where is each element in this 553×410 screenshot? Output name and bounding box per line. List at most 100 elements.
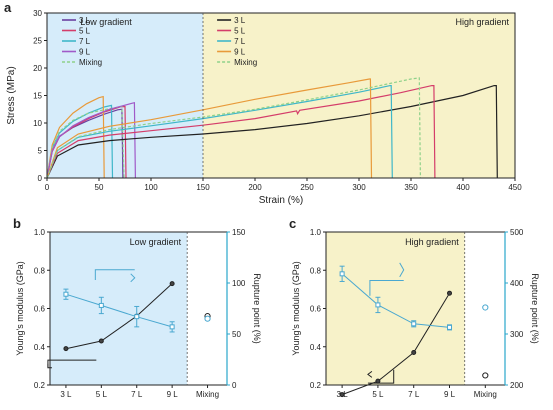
x-axis-label: Strain (%) (259, 195, 303, 206)
legend-label: 9 L (234, 48, 246, 57)
panel-title: High gradient (405, 237, 459, 247)
rupture-mixing-point (204, 315, 211, 322)
gradient-background (326, 232, 465, 385)
series-line (46, 84, 436, 179)
y-axis-label: Young's modulus (GPa) (291, 261, 301, 355)
modulus-arrow (367, 369, 395, 384)
panel-label: c (289, 216, 296, 231)
series-line (46, 84, 498, 179)
x-tick-label: 400 (456, 183, 470, 192)
rupture-point (375, 302, 381, 308)
y-right-tick-label: 500 (510, 228, 524, 237)
legend-label: 7 L (79, 37, 91, 46)
y-tick-label: 20 (33, 64, 42, 73)
y-right-tick-label: 100 (232, 279, 246, 288)
x-tick-label: 9 L (444, 390, 456, 399)
modulus-point (169, 281, 175, 287)
y-tick-label: 0 (38, 174, 43, 183)
y-tick-label: 0.4 (34, 343, 46, 352)
panel-b-low-gradient: 0.2 0.4 0.6 0.8 1.0 0 50 100 150 3 L 5 L 7 L 9 L Mixi… (13, 216, 262, 399)
series-line (46, 104, 114, 179)
y-tick-label: 15 (33, 92, 42, 101)
legend-label: 7 L (234, 37, 246, 46)
modulus-arrow-head (47, 363, 52, 369)
y-tick-label: 0.6 (310, 305, 322, 314)
panel-a-frame (46, 12, 516, 179)
y-tick-label: 25 (33, 37, 42, 46)
series-line (46, 84, 393, 179)
panel-a-stress-strain: 0 50 100 150 200 250 300 350 400 450051015202530 … (4, 0, 522, 206)
panel-title: Low gradient (130, 237, 182, 247)
panel-a-ticks: 0 50 100 150 200 250 300 350 400 450 0 5 10 15 20 25 30 (33, 9, 522, 192)
modulus-point (63, 346, 69, 352)
x-tick-label: 3 L (60, 390, 72, 399)
y-right-tick-label: 0 (232, 381, 237, 390)
rupture-arrow-head (399, 262, 405, 278)
rupture-arrow-head (130, 273, 136, 283)
modulus-arrow-head (367, 370, 373, 378)
y-tick-label: 0.4 (310, 343, 322, 352)
rupture-point (411, 321, 417, 327)
x-tick-label: 350 (404, 183, 418, 192)
x-tick-label: 150 (196, 183, 210, 192)
x-tick-label: 300 (352, 183, 366, 192)
y-tick-label: 10 (33, 119, 42, 128)
modulus-point (98, 338, 104, 344)
gradient-background (50, 232, 188, 385)
y-tick-label: 1.0 (310, 228, 322, 237)
y-tick-label: 0.8 (310, 266, 322, 275)
y-tick-label: 0.2 (310, 381, 322, 390)
modulus-point (411, 349, 417, 355)
y-right-tick-label: 50 (232, 330, 241, 339)
legend-label: 9 L (79, 48, 91, 57)
modulus-point (339, 392, 345, 398)
x-tick-label: 5 L (96, 390, 108, 399)
legend-label: 3 L (234, 16, 246, 25)
y-tick-label: 0.2 (34, 381, 46, 390)
x-tick-label: 5 L (372, 390, 384, 399)
rupture-point (169, 324, 175, 330)
y-tick-label: 30 (33, 9, 42, 18)
panel-label-a: a (4, 0, 12, 15)
y-right-tick-label: 150 (232, 228, 246, 237)
panel-a-series (46, 77, 498, 179)
x-tick-label: Mixing (474, 390, 497, 399)
legend-label: Mixing (79, 58, 102, 67)
rupture-point (339, 271, 345, 277)
y-right-tick-label: 300 (510, 330, 524, 339)
rupture-arrow (369, 279, 404, 296)
rupture-point (63, 291, 69, 297)
x-tick-label: 250 (300, 183, 314, 192)
panel-label: b (13, 216, 21, 231)
legend-label: 3 L (79, 16, 91, 25)
series-line (46, 95, 105, 179)
y-axis-label: Stress (MPa) (6, 66, 17, 124)
rupture-line (341, 273, 450, 328)
y-tick-label: 1.0 (34, 228, 46, 237)
x-tick-label: 200 (248, 183, 262, 192)
y-right-axis-label: Rupture point (%) (252, 273, 262, 344)
high-gradient-region (203, 13, 515, 178)
y-tick-label: 5 (38, 147, 43, 156)
x-tick-label: 450 (508, 183, 522, 192)
modulus-mixing-point (482, 372, 489, 379)
x-tick-label: 50 (95, 183, 104, 192)
y-tick-label: 0.6 (34, 305, 46, 314)
x-tick-label: 100 (144, 183, 158, 192)
series-line (46, 78, 373, 179)
x-tick-label: 9 L (167, 390, 179, 399)
modulus-line (65, 283, 173, 350)
modulus-line (341, 292, 450, 396)
rupture-point (98, 302, 104, 308)
x-tick-label: 0 (45, 183, 50, 192)
series-line (46, 101, 136, 179)
legend-label: 5 L (234, 27, 246, 36)
legend-label: Mixing (234, 58, 257, 67)
low-gradient-title: Low gradient (80, 17, 132, 27)
legend-label: 5 L (79, 27, 91, 36)
rupture-point (134, 314, 140, 320)
series-line (46, 77, 421, 179)
high-gradient-title: High gradient (455, 17, 509, 27)
